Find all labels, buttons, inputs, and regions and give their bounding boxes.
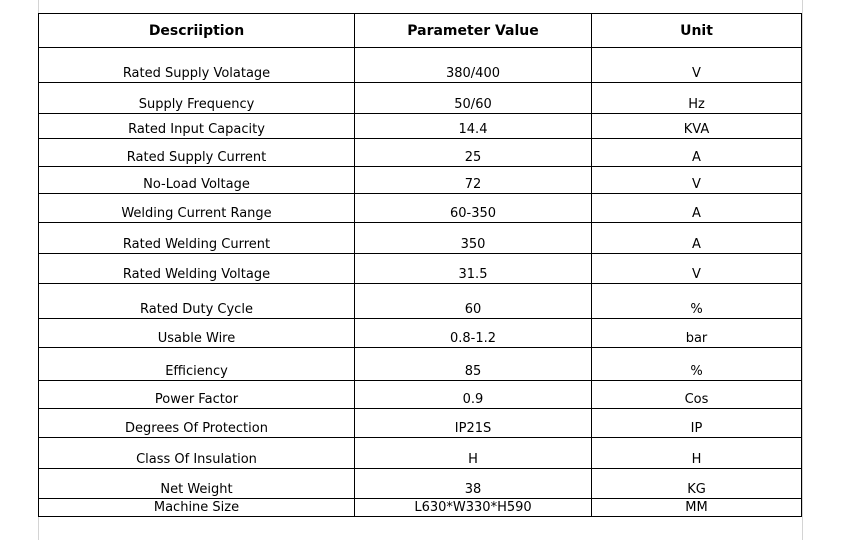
value-cell: 350 bbox=[354, 222, 592, 254]
table-row: Welding Current Range 60-350 A bbox=[38, 193, 802, 223]
table-row: Degrees Of Protection IP21S IP bbox=[38, 408, 802, 438]
table-row: Rated Welding Voltage 31.5 V bbox=[38, 253, 802, 284]
header-description: Descriiption bbox=[38, 13, 355, 48]
unit-cell: V bbox=[591, 253, 802, 284]
value-cell: IP21S bbox=[354, 408, 592, 438]
value-cell: 31.5 bbox=[354, 253, 592, 284]
description-cell: Rated Welding Voltage bbox=[38, 253, 355, 284]
unit-cell: KVA bbox=[591, 113, 802, 139]
unit-cell: H bbox=[591, 437, 802, 469]
unit-cell: A bbox=[591, 222, 802, 254]
description-cell: Usable Wire bbox=[38, 318, 355, 348]
unit-cell: V bbox=[591, 47, 802, 83]
table-row: Rated Duty Cycle 60 % bbox=[38, 283, 802, 319]
description-cell: No-Load Voltage bbox=[38, 166, 355, 194]
value-cell: 0.9 bbox=[354, 380, 592, 409]
description-cell: Welding Current Range bbox=[38, 193, 355, 223]
table-row: Rated Supply Volatage 380/400 V bbox=[38, 47, 802, 83]
unit-cell: Hz bbox=[591, 82, 802, 114]
unit-cell: A bbox=[591, 193, 802, 223]
table-row: Supply Frequency 50/60 Hz bbox=[38, 82, 802, 114]
description-cell: Rated Supply Current bbox=[38, 138, 355, 167]
table-header-row: Descriiption Parameter Value Unit bbox=[38, 13, 802, 48]
table-row: Net Weight 38 KG bbox=[38, 468, 802, 499]
unit-cell: MM bbox=[591, 498, 802, 517]
unit-cell: bar bbox=[591, 318, 802, 348]
unit-cell: IP bbox=[591, 408, 802, 438]
table-row: No-Load Voltage 72 V bbox=[38, 166, 802, 194]
description-cell: Rated Duty Cycle bbox=[38, 283, 355, 319]
value-cell: 380/400 bbox=[354, 47, 592, 83]
table-row: Power Factor 0.9 Cos bbox=[38, 380, 802, 409]
page-right-border bbox=[802, 0, 803, 540]
description-cell: Rated Input Capacity bbox=[38, 113, 355, 139]
unit-cell: % bbox=[591, 283, 802, 319]
table-row: Rated Supply Current 25 A bbox=[38, 138, 802, 167]
header-parameter-value: Parameter Value bbox=[354, 13, 592, 48]
unit-cell: Cos bbox=[591, 380, 802, 409]
header-unit: Unit bbox=[591, 13, 802, 48]
table-row: Rated Input Capacity 14.4 KVA bbox=[38, 113, 802, 139]
table-row: Machine Size L630*W330*H590 MM bbox=[38, 498, 802, 517]
table-row: Usable Wire 0.8-1.2 bar bbox=[38, 318, 802, 348]
value-cell: 60-350 bbox=[354, 193, 592, 223]
value-cell: L630*W330*H590 bbox=[354, 498, 592, 517]
table-row: Class Of Insulation H H bbox=[38, 437, 802, 469]
description-cell: Supply Frequency bbox=[38, 82, 355, 114]
unit-cell: % bbox=[591, 347, 802, 381]
unit-cell: V bbox=[591, 166, 802, 194]
description-cell: Machine Size bbox=[38, 498, 355, 517]
value-cell: 60 bbox=[354, 283, 592, 319]
description-cell: Efficiency bbox=[38, 347, 355, 381]
description-cell: Rated Welding Current bbox=[38, 222, 355, 254]
value-cell: H bbox=[354, 437, 592, 469]
description-cell: Power Factor bbox=[38, 380, 355, 409]
value-cell: 25 bbox=[354, 138, 592, 167]
value-cell: 72 bbox=[354, 166, 592, 194]
value-cell: 38 bbox=[354, 468, 592, 499]
table-row: Efficiency 85 % bbox=[38, 347, 802, 381]
value-cell: 14.4 bbox=[354, 113, 592, 139]
specification-table: Descriiption Parameter Value Unit Rated … bbox=[38, 13, 802, 517]
description-cell: Degrees Of Protection bbox=[38, 408, 355, 438]
description-cell: Net Weight bbox=[38, 468, 355, 499]
value-cell: 50/60 bbox=[354, 82, 592, 114]
value-cell: 0.8-1.2 bbox=[354, 318, 592, 348]
unit-cell: KG bbox=[591, 468, 802, 499]
description-cell: Rated Supply Volatage bbox=[38, 47, 355, 83]
unit-cell: A bbox=[591, 138, 802, 167]
table-row: Rated Welding Current 350 A bbox=[38, 222, 802, 254]
description-cell: Class Of Insulation bbox=[38, 437, 355, 469]
value-cell: 85 bbox=[354, 347, 592, 381]
